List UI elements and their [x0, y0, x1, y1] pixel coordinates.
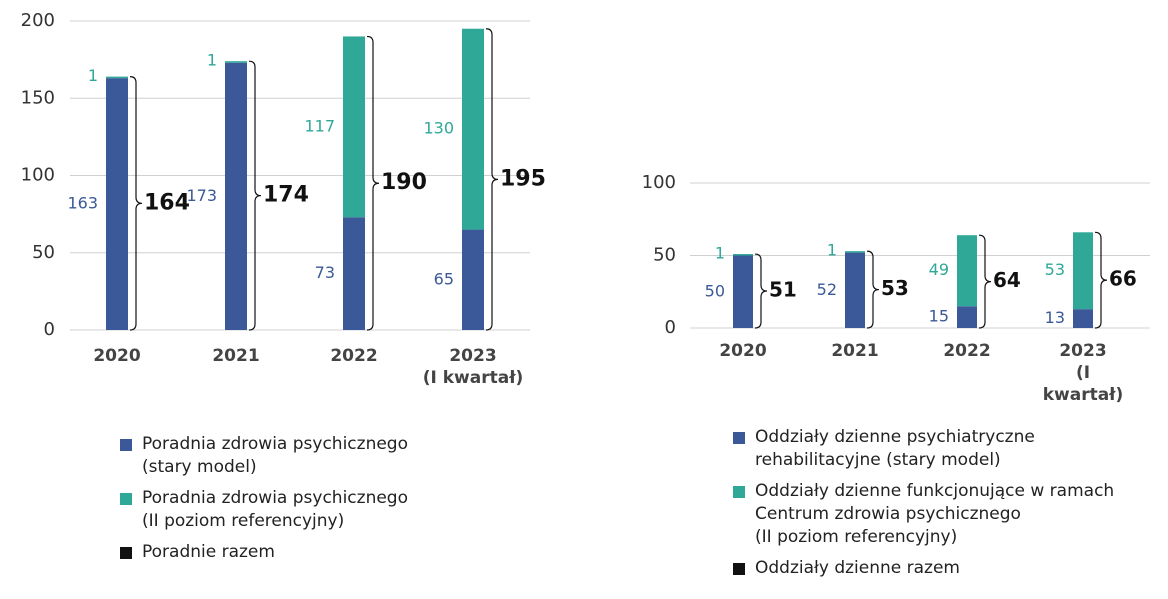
value-label: 1	[207, 51, 217, 70]
x-tick-label: 2021	[831, 341, 879, 361]
total-brace	[754, 253, 768, 329]
bar-segment	[1073, 232, 1093, 310]
total-brace	[978, 234, 992, 329]
bar-segment	[957, 235, 977, 307]
x-tick-label: 2022	[330, 346, 378, 366]
value-label: 163	[67, 194, 98, 213]
y-tick-label: 0	[44, 319, 55, 340]
value-label: 53	[1045, 260, 1065, 279]
value-label: 49	[929, 260, 949, 279]
value-label: 1	[827, 241, 837, 260]
total-label: 64	[993, 268, 1021, 292]
legend-item: Poradnie razem	[120, 541, 408, 564]
legend-item: Poradnia zdrowia psychicznego (II poziom…	[120, 487, 408, 533]
y-tick-label: 0	[665, 317, 676, 338]
x-tick-label: 2020	[719, 341, 767, 361]
total-label: 195	[500, 166, 546, 191]
value-label: 50	[705, 281, 725, 300]
legend-swatch	[733, 486, 745, 498]
legend-item: Poradnia zdrowia psychicznego (stary mod…	[120, 433, 408, 479]
bar-segment	[957, 306, 977, 328]
x-tick-label: 2023 (I kwartał)	[422, 346, 524, 388]
x-tick-label: 2021	[212, 346, 260, 366]
bar-segment	[225, 61, 247, 63]
value-label: 117	[304, 116, 335, 135]
legend-label: Oddziały dzienne razem	[755, 558, 960, 578]
legend-item: Oddziały dzienne psychiatryczne rehabili…	[733, 426, 1114, 472]
legend-swatch	[733, 432, 745, 444]
total-brace	[1094, 231, 1108, 329]
bar-segment	[1073, 309, 1093, 328]
bar-segment	[462, 229, 484, 330]
legend-label: Poradnia zdrowia psychicznego (II poziom…	[142, 488, 408, 531]
value-label: 73	[315, 263, 335, 282]
legend-label: Poradnia zdrowia psychicznego (stary mod…	[142, 434, 408, 477]
value-label: 173	[186, 186, 217, 205]
x-tick-label: 2023 (I kwartał)	[1042, 341, 1124, 405]
legend-swatch	[120, 439, 132, 451]
bar-segment	[343, 217, 365, 330]
x-tick-label: 2022	[943, 341, 991, 361]
total-brace	[129, 76, 143, 331]
legend-item: Oddziały dzienne razem	[733, 557, 1114, 580]
legend-item: Oddziały dzienne funkcjonujące w ramach …	[733, 480, 1114, 549]
total-brace	[248, 60, 262, 331]
bar-segment	[845, 251, 865, 253]
legend-swatch	[733, 563, 745, 575]
y-tick-label: 200	[21, 10, 55, 31]
bar-segment	[733, 254, 753, 256]
legend: Poradnia zdrowia psychicznego (stary mod…	[120, 433, 408, 564]
bar-segment	[462, 28, 484, 230]
value-label: 15	[929, 307, 949, 326]
total-label: 53	[881, 276, 909, 300]
value-label: 1	[715, 244, 725, 263]
value-label: 130	[423, 119, 454, 138]
total-label: 174	[263, 183, 309, 208]
y-tick-label: 50	[32, 242, 55, 263]
y-tick-label: 150	[21, 87, 55, 108]
value-label: 1	[88, 66, 98, 85]
total-label: 164	[144, 190, 190, 215]
bar-segment	[106, 78, 128, 330]
x-tick-label: 2020	[93, 346, 141, 366]
y-tick-label: 100	[21, 165, 55, 186]
legend-swatch	[120, 547, 132, 559]
legend-label: Oddziały dzienne psychiatryczne rehabili…	[755, 427, 1035, 470]
legend-swatch	[120, 493, 132, 505]
value-label: 52	[817, 280, 837, 299]
y-tick-label: 100	[642, 172, 676, 193]
total-brace	[485, 28, 499, 331]
value-label: 65	[434, 269, 454, 288]
value-label: 13	[1045, 308, 1065, 327]
legend: Oddziały dzienne psychiatryczne rehabili…	[733, 426, 1114, 580]
legend-label: Poradnie razem	[142, 542, 275, 562]
y-tick-label: 50	[653, 245, 676, 266]
total-brace	[366, 35, 380, 331]
legend-label: Oddziały dzienne funkcjonujące w ramach …	[755, 481, 1115, 547]
bar-segment	[733, 255, 753, 328]
total-brace	[866, 250, 880, 329]
total-label: 190	[381, 170, 427, 195]
total-label: 66	[1109, 267, 1137, 291]
bar-segment	[845, 252, 865, 328]
bar-segment	[343, 36, 365, 218]
total-label: 51	[769, 278, 797, 302]
bar-segment	[225, 62, 247, 331]
bar-segment	[106, 76, 128, 79]
